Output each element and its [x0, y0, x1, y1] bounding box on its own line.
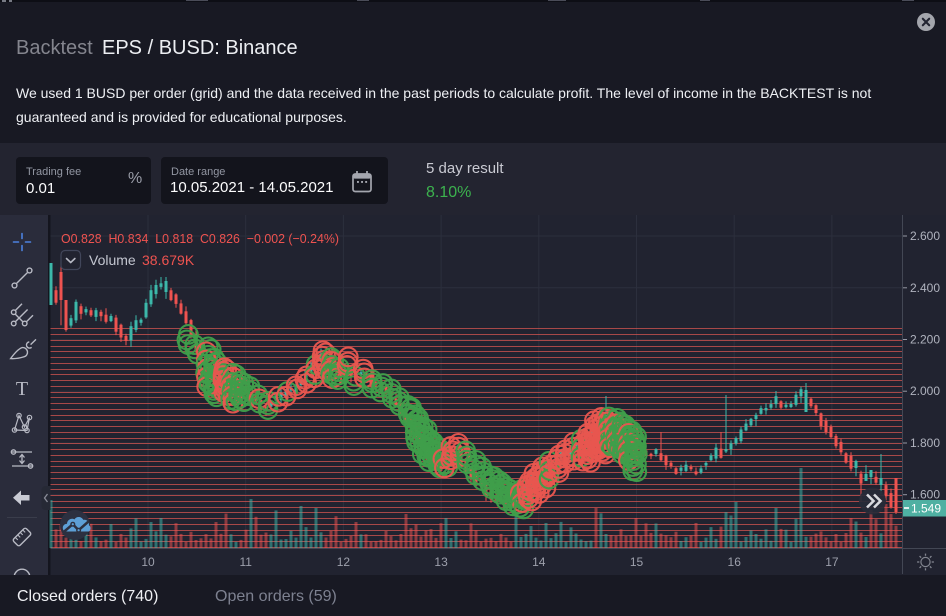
- svg-text:2.200: 2.200: [910, 333, 940, 347]
- svg-text:Volume: Volume: [89, 252, 136, 268]
- svg-text:T: T: [16, 378, 28, 400]
- svg-text:2.400: 2.400: [910, 281, 940, 295]
- svg-text:17: 17: [825, 555, 839, 569]
- svg-text:15: 15: [630, 555, 644, 569]
- svg-text:10: 10: [141, 555, 155, 569]
- svg-text:2.600: 2.600: [910, 229, 940, 243]
- svg-text:12: 12: [337, 555, 351, 569]
- svg-text:1.549: 1.549: [911, 502, 941, 516]
- svg-text:O0.828 H0.834 L0.818 C0.826: O0.828 H0.834 L0.818 C0.826 −0.002 (−0.2…: [61, 231, 339, 246]
- svg-text:2.000: 2.000: [910, 384, 940, 398]
- svg-text:14: 14: [532, 555, 546, 569]
- svg-text:1.800: 1.800: [910, 436, 940, 450]
- svg-text:38.679K: 38.679K: [142, 252, 195, 268]
- svg-text:11: 11: [239, 555, 252, 569]
- svg-text:1.600: 1.600: [910, 488, 940, 502]
- svg-text:16: 16: [728, 555, 742, 569]
- svg-text:13: 13: [434, 555, 448, 569]
